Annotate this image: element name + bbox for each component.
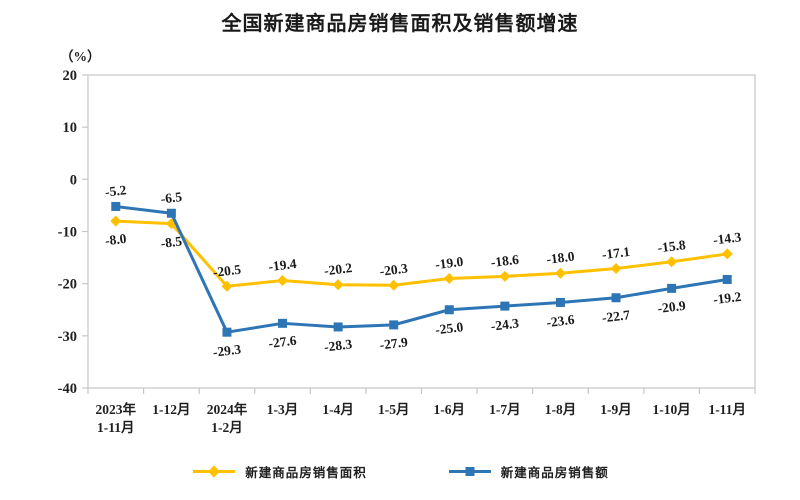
data-label: -29.3 (212, 341, 242, 359)
data-label: -20.9 (657, 298, 687, 316)
data-label: -24.3 (490, 315, 520, 333)
legend-item-sales-area: 新建商品房销售面积 (191, 462, 367, 481)
data-label: -18.0 (546, 249, 576, 267)
marker-diamond-icon (277, 275, 289, 287)
data-label: -19.0 (434, 254, 464, 272)
data-label: -19.2 (712, 289, 742, 307)
data-label: -15.8 (657, 237, 687, 255)
y-axis-tick-label: -10 (58, 225, 77, 241)
data-label: -8.5 (160, 233, 183, 251)
marker-diamond-icon (388, 279, 400, 291)
marker-square-icon (722, 274, 732, 284)
x-axis-label: 1-4月 (322, 402, 354, 417)
marker-diamond-icon (332, 279, 344, 291)
y-axis-tick-label: 20 (63, 68, 78, 84)
marker-square-icon (111, 201, 121, 211)
chart-legend: 新建商品房销售面积 新建商品房销售额 (0, 462, 800, 481)
x-axis-label: 1-11月 (97, 420, 135, 435)
marker-diamond-icon (666, 256, 678, 268)
legend-label-sales-area: 新建商品房销售面积 (245, 466, 367, 480)
marker-diamond-icon (443, 272, 455, 284)
x-axis-label: 1-2月 (211, 420, 243, 435)
data-label: -14.3 (712, 229, 742, 247)
marker-diamond-icon (221, 280, 233, 292)
x-axis-label: 1-10月 (653, 402, 691, 417)
marker-square-icon (444, 305, 454, 315)
series-line-0 (114, 219, 729, 288)
data-label: -27.6 (268, 333, 298, 351)
marker-square-icon (333, 322, 343, 332)
data-label: -20.5 (212, 262, 242, 280)
marker-square-icon (500, 301, 510, 311)
data-label: -18.6 (490, 252, 520, 270)
x-axis-label: 1-8月 (545, 402, 577, 417)
plot-area (87, 74, 756, 389)
marker-diamond-icon (110, 215, 122, 227)
chart-title: 全国新建商品房销售面积及销售额增速 (221, 13, 579, 35)
marker-diamond-icon (721, 248, 733, 260)
y-axis-tick-label: 10 (63, 120, 78, 136)
legend-label-sales-amount: 新建商品房销售额 (500, 466, 609, 480)
y-axis-tick-label: -40 (58, 381, 77, 397)
legend-marker-amount-icon (448, 467, 491, 476)
marker-square-icon (166, 208, 176, 218)
data-label: -5.2 (104, 182, 127, 200)
marker-square-icon (278, 318, 288, 328)
marker-diamond-icon (554, 267, 566, 279)
marker-square-icon (611, 293, 621, 303)
data-label: -25.0 (434, 319, 464, 337)
x-axis-label: 2023年 (96, 401, 137, 417)
y-axis-unit-label: （%） (60, 49, 101, 64)
marker-square-icon (222, 327, 232, 337)
y-axis-tick-label: -20 (58, 277, 77, 293)
legend-item-sales-amount: 新建商品房销售额 (447, 462, 609, 481)
x-axis-label: 1-12月 (152, 402, 190, 417)
marker-diamond-icon (610, 263, 622, 275)
x-axis-label: 1-11月 (708, 402, 746, 417)
data-label: -17.1 (601, 244, 631, 262)
x-axis-label: 1-3月 (267, 402, 299, 417)
marker-square-icon (555, 297, 565, 307)
x-axis-label: 1-6月 (434, 402, 466, 417)
data-label: -22.7 (601, 307, 631, 325)
data-label: -19.4 (268, 256, 298, 274)
x-axis-label: 1-7月 (489, 402, 521, 417)
marker-square-icon (667, 283, 677, 293)
x-axis-label: 1-9月 (600, 402, 632, 417)
y-axis-tick-label: -30 (58, 329, 77, 345)
legend-marker-area-icon (193, 465, 236, 478)
data-label: -27.9 (379, 334, 409, 352)
marker-diamond-icon (499, 270, 511, 282)
marker-square-icon (389, 320, 399, 330)
x-axis-label: 1-5月 (378, 402, 410, 417)
x-axis-label: 2024年 (207, 401, 248, 417)
data-label: -20.2 (323, 260, 353, 278)
series-line-1 (114, 204, 729, 334)
y-axis-tick-label: 0 (70, 172, 77, 188)
data-label: -8.0 (104, 231, 127, 249)
data-label: -23.6 (546, 312, 576, 330)
data-label: -6.5 (160, 189, 183, 207)
data-label: -28.3 (323, 336, 353, 354)
data-label: -20.3 (379, 261, 409, 279)
